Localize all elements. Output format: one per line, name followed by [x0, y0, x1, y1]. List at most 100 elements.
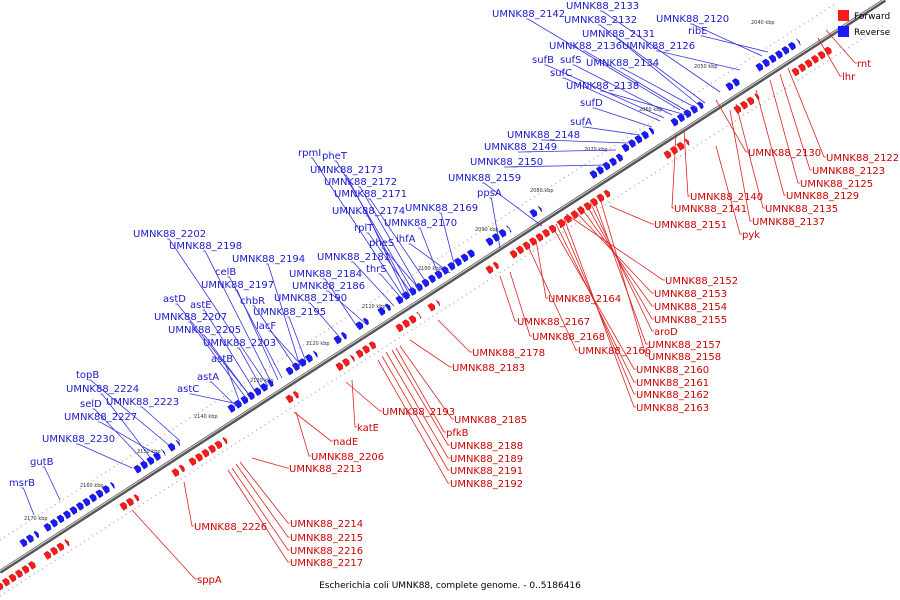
- gene-label-kate: katE: [357, 423, 379, 434]
- forward-gene-block: [676, 141, 685, 151]
- forward-gene-block: [214, 440, 223, 450]
- forward-gene-block: [804, 59, 813, 68]
- leader-line: [293, 411, 333, 442]
- forward-features: [0, 46, 832, 591]
- reverse-gene-block: [506, 225, 512, 233]
- gene-label-umnk88-2188: UMNK88_2188: [450, 441, 523, 452]
- gene-label-pyk: pyk: [742, 230, 760, 241]
- forward-gene-block: [427, 302, 436, 312]
- gene-label-umnk88-2152: UMNK88_2152: [665, 276, 738, 287]
- leader-line: [609, 205, 654, 225]
- forward-gene-block: [797, 63, 806, 73]
- legend-forward-swatch: [838, 10, 849, 21]
- reverse-gene-block: [240, 395, 249, 405]
- reverse-gene-block: [537, 205, 542, 213]
- leader-line: [527, 245, 578, 351]
- leader-line: [344, 174, 411, 297]
- forward-gene-block: [509, 249, 518, 259]
- leader-line: [409, 339, 452, 368]
- reverse-gene-block: [25, 534, 34, 544]
- forward-gene-block: [0, 582, 4, 591]
- tick-label: 2100 kbp: [418, 266, 442, 272]
- reverse-gene-block: [227, 404, 236, 413]
- gene-label-msrb: msrB: [9, 478, 35, 489]
- gene-label-umnk88-2126: UMNK88_2126: [622, 41, 695, 52]
- gene-label-umnk88-2122: UMNK88_2122: [826, 153, 899, 164]
- leader-line: [562, 77, 661, 122]
- gene-label-aste: astE: [190, 300, 212, 311]
- forward-gene-block: [408, 315, 417, 324]
- leader-line: [593, 199, 648, 345]
- forward-gene-block: [401, 319, 410, 329]
- leader-line: [268, 330, 303, 367]
- reverse-gene-block: [246, 391, 255, 401]
- reverse-gene-block: [648, 127, 655, 135]
- reverse-gene-block: [755, 62, 764, 72]
- gene-label-rplt: rplT: [354, 223, 374, 234]
- leader-line: [817, 37, 842, 77]
- leader-line: [541, 139, 629, 144]
- leader-line: [535, 239, 548, 299]
- leader-line: [755, 89, 786, 196]
- leader-line: [729, 109, 752, 222]
- forward-gene-block: [8, 573, 17, 583]
- reverse-gene-block: [43, 523, 52, 532]
- reverse-features: [19, 38, 801, 548]
- forward-gene-block: [435, 299, 440, 307]
- gene-label-umnk88-2153: UMNK88_2153: [654, 289, 727, 300]
- reverse-gene-block: [627, 139, 636, 148]
- leader-line: [188, 321, 247, 399]
- leader-line: [582, 126, 641, 136]
- reverse-gene-block: [774, 50, 783, 59]
- leader-line: [544, 64, 665, 119]
- reverse-gene-block: [133, 464, 142, 474]
- forward-gene-block: [119, 501, 128, 511]
- reverse-gene-block: [312, 350, 318, 358]
- tick-label: 2160 kbp: [80, 483, 104, 489]
- gene-label-umnk88-2226: UMNK88_2226: [194, 522, 267, 533]
- forward-gene-block: [535, 233, 544, 242]
- map-caption: Escherichia coli UMNK88, complete genome…: [319, 581, 581, 591]
- forward-gene-block: [341, 358, 350, 367]
- forward-gene-block: [583, 202, 592, 211]
- leader-line: [131, 509, 197, 580]
- reverse-gene-block: [676, 113, 685, 123]
- reverse-gene-block: [453, 257, 462, 267]
- leader-line: [499, 275, 517, 322]
- forward-gene-block: [56, 542, 65, 552]
- gene-label-umnk88-2133: UMNK88_2133: [566, 1, 639, 12]
- reverse-gene-block: [761, 58, 770, 68]
- forward-gene-block: [817, 50, 826, 60]
- forward-gene-block: [125, 497, 134, 507]
- gene-label-sufc: sufC: [550, 68, 572, 79]
- gene-label-umnk88-2216: UMNK88_2216: [290, 546, 363, 557]
- reverse-gene-block: [56, 514, 65, 524]
- gene-label-asta: astA: [197, 372, 219, 383]
- reverse-gene-block: [175, 439, 180, 447]
- leader-line: [351, 261, 395, 307]
- gene-label-umnk88-2172: UMNK88_2172: [324, 177, 397, 188]
- gene-label-umnk88-2198: UMNK88_2198: [169, 241, 242, 252]
- reverse-gene-block: [447, 261, 456, 271]
- forward-gene-block: [335, 362, 344, 372]
- leader-line: [599, 197, 648, 357]
- tick-label: 2140 kbp: [194, 414, 218, 420]
- gene-label-umnk88-2190: UMNK88_2190: [274, 293, 347, 304]
- gene-label-umnk88-2138: UMNK88_2138: [566, 81, 639, 92]
- gene-label-umnk88-2203: UMNK88_2203: [203, 338, 276, 349]
- leader-line: [518, 149, 617, 153]
- reverse-gene-block: [595, 165, 604, 175]
- legend-reverse-swatch: [838, 26, 849, 37]
- gene-label-umnk88-2137: UMNK88_2137: [752, 217, 825, 228]
- gene-label-umnk88-2129: UMNK88_2129: [786, 191, 859, 202]
- reverse-gene-block: [88, 493, 97, 503]
- gene-label-umnk88-2178: UMNK88_2178: [472, 348, 545, 359]
- leader-line: [555, 223, 636, 383]
- leader-line: [345, 381, 382, 412]
- reverse-gene-block: [259, 383, 268, 392]
- reverse-gene-block: [697, 101, 704, 110]
- tick-label: 2060 kbp: [639, 107, 663, 113]
- forward-gene-block: [21, 565, 30, 574]
- leader-line: [76, 443, 133, 469]
- leader-line: [235, 463, 290, 538]
